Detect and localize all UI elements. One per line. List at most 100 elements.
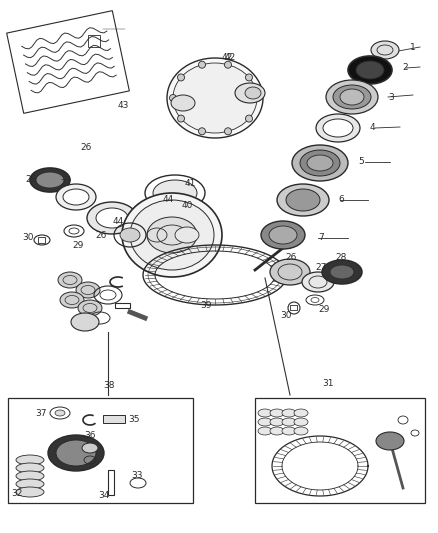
Ellipse shape bbox=[30, 168, 70, 192]
Ellipse shape bbox=[71, 313, 99, 331]
Text: 40: 40 bbox=[182, 200, 193, 209]
Ellipse shape bbox=[175, 227, 199, 243]
Ellipse shape bbox=[330, 265, 354, 279]
Ellipse shape bbox=[58, 272, 82, 288]
Polygon shape bbox=[7, 11, 129, 114]
Ellipse shape bbox=[36, 172, 64, 188]
Text: 6: 6 bbox=[338, 196, 344, 205]
Ellipse shape bbox=[153, 180, 197, 206]
Ellipse shape bbox=[270, 427, 284, 435]
Bar bbox=[88, 35, 100, 47]
Bar bbox=[108, 470, 114, 495]
Text: 34: 34 bbox=[98, 490, 110, 499]
Ellipse shape bbox=[292, 145, 348, 181]
Ellipse shape bbox=[269, 226, 297, 244]
Circle shape bbox=[245, 74, 252, 81]
Text: 33: 33 bbox=[131, 472, 142, 481]
Text: 7: 7 bbox=[318, 233, 324, 243]
Ellipse shape bbox=[16, 455, 44, 465]
Ellipse shape bbox=[245, 87, 261, 99]
Ellipse shape bbox=[171, 95, 195, 111]
Ellipse shape bbox=[56, 184, 96, 210]
Text: 1: 1 bbox=[410, 44, 416, 52]
Text: 38: 38 bbox=[103, 381, 114, 390]
Ellipse shape bbox=[277, 184, 329, 216]
Text: 26: 26 bbox=[80, 143, 92, 152]
Text: 30: 30 bbox=[22, 232, 33, 241]
Ellipse shape bbox=[122, 193, 222, 277]
Circle shape bbox=[245, 115, 252, 122]
Ellipse shape bbox=[326, 80, 378, 114]
Ellipse shape bbox=[322, 260, 362, 284]
Circle shape bbox=[254, 94, 261, 101]
Ellipse shape bbox=[261, 221, 305, 249]
Text: 29: 29 bbox=[318, 305, 329, 314]
Text: 39: 39 bbox=[200, 301, 212, 310]
Ellipse shape bbox=[60, 292, 84, 308]
Circle shape bbox=[177, 74, 184, 81]
Text: 29: 29 bbox=[72, 240, 83, 249]
Ellipse shape bbox=[235, 83, 265, 103]
Text: 36: 36 bbox=[84, 431, 95, 440]
Ellipse shape bbox=[258, 427, 272, 435]
Bar bbox=[38, 237, 45, 243]
Ellipse shape bbox=[270, 418, 284, 426]
Ellipse shape bbox=[147, 217, 197, 253]
Text: 28: 28 bbox=[335, 254, 346, 262]
Ellipse shape bbox=[356, 61, 384, 79]
Ellipse shape bbox=[282, 418, 296, 426]
Circle shape bbox=[170, 94, 177, 101]
Ellipse shape bbox=[258, 409, 272, 417]
Ellipse shape bbox=[16, 479, 44, 489]
Ellipse shape bbox=[56, 440, 96, 466]
Ellipse shape bbox=[333, 85, 371, 109]
Text: 43: 43 bbox=[118, 101, 129, 109]
Text: 2: 2 bbox=[402, 63, 408, 72]
Ellipse shape bbox=[286, 189, 320, 211]
Ellipse shape bbox=[76, 282, 100, 298]
Ellipse shape bbox=[270, 409, 284, 417]
Ellipse shape bbox=[78, 300, 102, 316]
Ellipse shape bbox=[154, 203, 190, 223]
Text: 27: 27 bbox=[60, 180, 71, 189]
Ellipse shape bbox=[167, 58, 263, 138]
Text: 28: 28 bbox=[25, 175, 36, 184]
Bar bbox=[103, 415, 125, 423]
Ellipse shape bbox=[270, 259, 310, 285]
Ellipse shape bbox=[300, 150, 340, 176]
Ellipse shape bbox=[16, 487, 44, 497]
Circle shape bbox=[225, 128, 231, 135]
Ellipse shape bbox=[348, 56, 392, 84]
Bar bbox=[8, 398, 193, 503]
Ellipse shape bbox=[258, 418, 272, 426]
Ellipse shape bbox=[371, 41, 399, 59]
Ellipse shape bbox=[173, 63, 257, 133]
Text: 26: 26 bbox=[285, 254, 297, 262]
Ellipse shape bbox=[307, 155, 333, 171]
Ellipse shape bbox=[282, 427, 296, 435]
Text: 44: 44 bbox=[113, 217, 124, 227]
Ellipse shape bbox=[294, 427, 308, 435]
Text: 42: 42 bbox=[225, 53, 236, 62]
Ellipse shape bbox=[316, 114, 360, 142]
Ellipse shape bbox=[340, 89, 364, 105]
Text: 26: 26 bbox=[95, 230, 106, 239]
Ellipse shape bbox=[323, 119, 353, 137]
Text: 42: 42 bbox=[222, 53, 233, 62]
Ellipse shape bbox=[130, 200, 214, 270]
Text: 35: 35 bbox=[128, 415, 139, 424]
Ellipse shape bbox=[63, 189, 89, 205]
Ellipse shape bbox=[55, 410, 65, 416]
Ellipse shape bbox=[82, 443, 98, 453]
Bar bbox=[255, 398, 425, 503]
Text: 4: 4 bbox=[370, 123, 376, 132]
Text: 37: 37 bbox=[35, 408, 46, 417]
Text: 31: 31 bbox=[322, 378, 333, 387]
Ellipse shape bbox=[87, 202, 137, 234]
Ellipse shape bbox=[294, 409, 308, 417]
Ellipse shape bbox=[120, 228, 140, 242]
Ellipse shape bbox=[96, 208, 128, 228]
Bar bbox=[290, 305, 297, 310]
Circle shape bbox=[198, 61, 205, 68]
Text: 44: 44 bbox=[163, 196, 174, 205]
